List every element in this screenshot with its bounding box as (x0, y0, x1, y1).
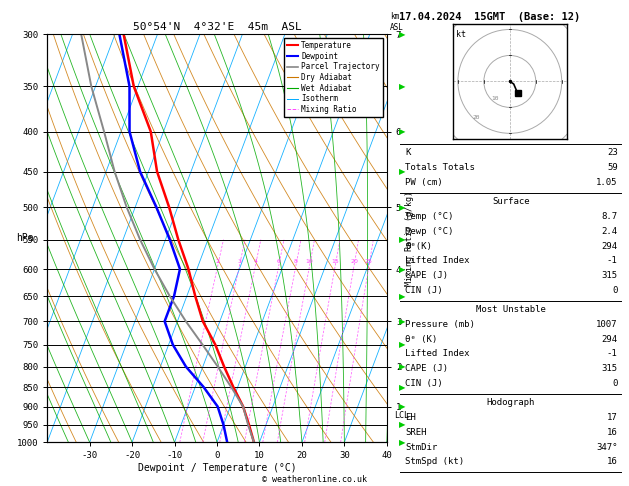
Text: ▶: ▶ (399, 317, 406, 326)
Text: StmSpd (kt): StmSpd (kt) (405, 457, 464, 467)
Text: ▶: ▶ (399, 82, 406, 91)
Text: 20: 20 (472, 115, 480, 120)
Text: 315: 315 (601, 271, 618, 280)
Text: 59: 59 (607, 163, 618, 173)
Text: 17.04.2024  15GMT  (Base: 12): 17.04.2024 15GMT (Base: 12) (399, 12, 581, 22)
Text: θᵉ (K): θᵉ (K) (405, 334, 437, 344)
Text: 4: 4 (253, 259, 257, 264)
Text: 2: 2 (216, 259, 220, 264)
Text: ▶: ▶ (399, 382, 406, 392)
Text: kt: kt (456, 30, 466, 39)
Text: 20: 20 (350, 259, 358, 264)
Text: 10: 10 (491, 96, 499, 101)
Text: Lifted Index: Lifted Index (405, 349, 470, 359)
Text: Temp (°C): Temp (°C) (405, 212, 454, 221)
Text: ▶: ▶ (399, 264, 406, 274)
X-axis label: Dewpoint / Temperature (°C): Dewpoint / Temperature (°C) (138, 463, 296, 473)
Text: 16: 16 (607, 457, 618, 467)
Text: ▶: ▶ (399, 127, 406, 136)
Text: ▶: ▶ (399, 167, 406, 176)
Text: Pressure (mb): Pressure (mb) (405, 320, 475, 329)
Text: 2.4: 2.4 (601, 226, 618, 236)
Text: ▶: ▶ (399, 362, 406, 371)
Text: -1: -1 (607, 349, 618, 359)
Text: © weatheronline.co.uk: © weatheronline.co.uk (262, 474, 367, 484)
Text: Hodograph: Hodograph (487, 398, 535, 407)
Text: CIN (J): CIN (J) (405, 379, 443, 388)
Text: 347°: 347° (596, 442, 618, 451)
Text: 0: 0 (612, 286, 618, 295)
Text: CAPE (J): CAPE (J) (405, 364, 448, 373)
Text: 15: 15 (331, 259, 339, 264)
Text: StmDir: StmDir (405, 442, 437, 451)
Text: 0: 0 (612, 379, 618, 388)
Text: 10: 10 (306, 259, 313, 264)
Title: 50°54'N  4°32'E  45m  ASL: 50°54'N 4°32'E 45m ASL (133, 22, 301, 32)
Text: 294: 294 (601, 334, 618, 344)
Text: 1007: 1007 (596, 320, 618, 329)
Text: Surface: Surface (492, 197, 530, 206)
Text: ▶: ▶ (399, 203, 406, 212)
Text: km
ASL: km ASL (390, 12, 404, 32)
Text: θᵉ(K): θᵉ(K) (405, 242, 432, 251)
Text: 294: 294 (601, 242, 618, 251)
Text: EH: EH (405, 413, 416, 422)
Text: SREH: SREH (405, 428, 426, 437)
Text: 1.05: 1.05 (596, 178, 618, 187)
Text: ▶: ▶ (399, 420, 406, 429)
Text: ▶: ▶ (399, 438, 406, 447)
Text: Dewp (°C): Dewp (°C) (405, 226, 454, 236)
Legend: Temperature, Dewpoint, Parcel Trajectory, Dry Adiabat, Wet Adiabat, Isotherm, Mi: Temperature, Dewpoint, Parcel Trajectory… (284, 38, 383, 117)
Text: 25: 25 (365, 259, 373, 264)
Y-axis label: Mixing Ratio (g/kg): Mixing Ratio (g/kg) (406, 191, 415, 286)
Text: 6: 6 (277, 259, 281, 264)
Text: CAPE (J): CAPE (J) (405, 271, 448, 280)
Text: LCL: LCL (394, 411, 409, 420)
Text: -1: -1 (607, 256, 618, 265)
Text: Totals Totals: Totals Totals (405, 163, 475, 173)
Text: ▶: ▶ (399, 30, 406, 38)
Text: 23: 23 (607, 149, 618, 157)
Text: 8: 8 (294, 259, 298, 264)
Text: PW (cm): PW (cm) (405, 178, 443, 187)
Text: 8.7: 8.7 (601, 212, 618, 221)
Text: 17: 17 (607, 413, 618, 422)
Text: hPa: hPa (16, 233, 34, 243)
Text: ▶: ▶ (399, 292, 406, 301)
Text: 315: 315 (601, 364, 618, 373)
Text: ▶: ▶ (399, 235, 406, 244)
Text: ▶: ▶ (399, 340, 406, 349)
Text: ▶: ▶ (399, 402, 406, 411)
Text: 16: 16 (607, 428, 618, 437)
Text: Lifted Index: Lifted Index (405, 256, 470, 265)
Text: Most Unstable: Most Unstable (476, 305, 546, 314)
Text: CIN (J): CIN (J) (405, 286, 443, 295)
Text: K: K (405, 149, 411, 157)
Text: 3: 3 (237, 259, 242, 264)
